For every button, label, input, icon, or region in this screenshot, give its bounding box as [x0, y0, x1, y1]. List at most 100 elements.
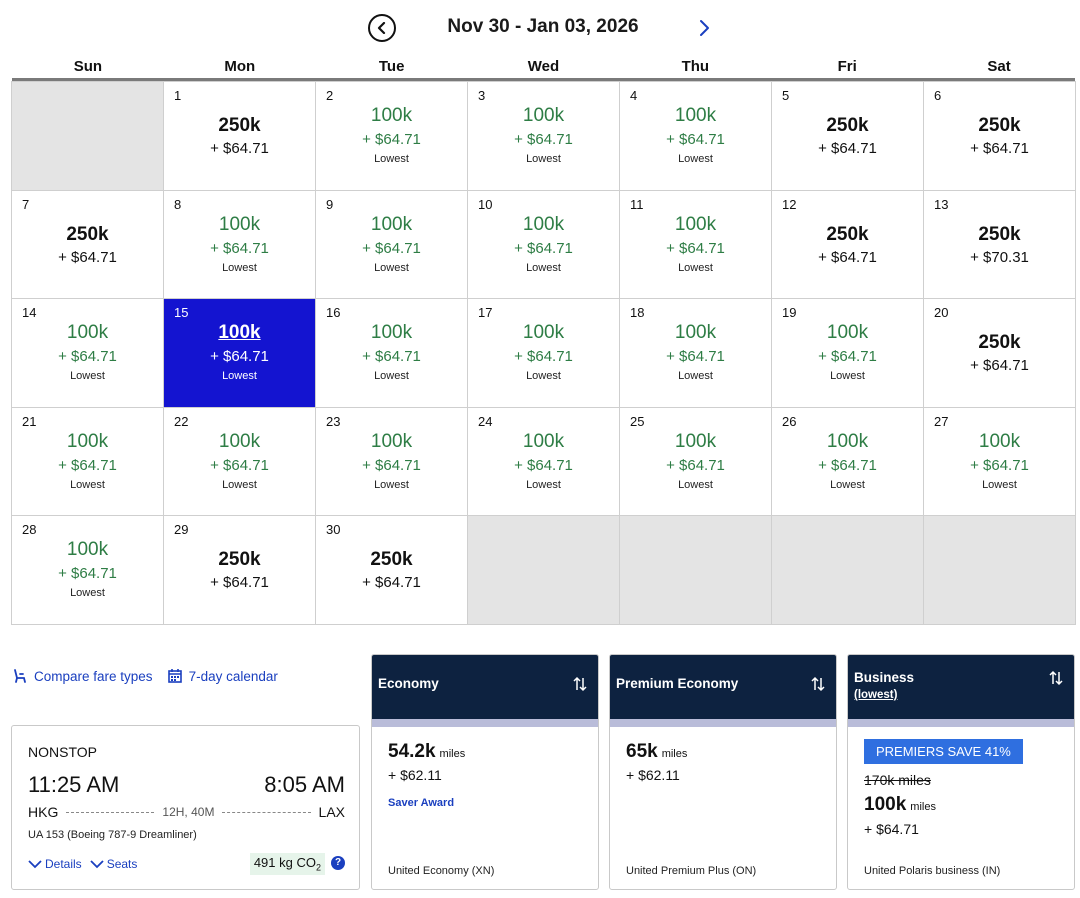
sort-icon: [811, 676, 825, 692]
day-miles: 250k: [978, 223, 1021, 245]
calendar-empty-cell: [468, 516, 620, 625]
day-number: 20: [934, 305, 949, 321]
calendar-day-cell[interactable]: 25 100k + $64.71 Lowest: [620, 407, 772, 517]
date-range-title: Nov 30 - Jan 03, 2026: [447, 16, 639, 37]
lowest-label: Lowest: [374, 478, 409, 491]
fare-column-business[interactable]: Business (lowest) PREMIERS SAVE 41% 170k…: [847, 654, 1075, 890]
calendar-day-cell[interactable]: 27 100k + $64.71 Lowest: [924, 407, 1076, 517]
day-miles: 250k: [218, 549, 261, 571]
seats-toggle[interactable]: Seats: [90, 857, 138, 871]
calendar-day-cell[interactable]: 29 250k + $64.71: [164, 516, 316, 625]
day-cash: + $64.71: [210, 239, 269, 257]
fare-miles-unit: miles: [910, 801, 936, 813]
fare-header-business[interactable]: Business (lowest): [848, 655, 1074, 719]
calendar-day-cell[interactable]: 10 100k + $64.71 Lowest: [468, 190, 620, 300]
co2-emissions: 491 kg CO2: [249, 853, 325, 875]
lowest-label: Lowest: [70, 587, 105, 600]
help-icon[interactable]: ?: [331, 856, 345, 870]
day-number: 1: [174, 88, 182, 103]
calendar-day-cell[interactable]: 12 250k + $64.71: [772, 190, 924, 300]
day-cash: + $64.71: [362, 348, 421, 366]
chevron-left-icon: [377, 22, 386, 34]
calendar-day-cell[interactable]: 28 100k + $64.71 Lowest: [12, 516, 164, 625]
origin-airport: HKG: [28, 804, 59, 820]
seven-day-calendar-link[interactable]: 7-day calendar: [167, 668, 278, 684]
day-miles: 100k: [370, 430, 413, 452]
day-number: 24: [478, 413, 493, 429]
lowest-label: Lowest: [70, 478, 105, 491]
calendar-day-cell[interactable]: 8 100k + $64.71 Lowest: [164, 190, 316, 300]
chevron-right-icon: [700, 20, 709, 36]
day-number: 29: [174, 522, 189, 538]
calendar-empty-cell: [924, 516, 1076, 625]
calendar-day-cell[interactable]: 30 250k + $64.71: [316, 516, 468, 625]
calendar-day-cell[interactable]: 9 100k + $64.71 Lowest: [316, 190, 468, 300]
fare-miles-value: 65k: [626, 741, 658, 762]
calendar-day-cell[interactable]: 24 100k + $64.71 Lowest: [468, 407, 620, 517]
day-cash: + $64.71: [362, 456, 421, 474]
weekday-label: Thu: [681, 58, 710, 75]
day-cash: + $64.71: [514, 456, 573, 474]
calendar-day-cell[interactable]: 6 250k + $64.71: [924, 82, 1076, 191]
day-miles: 250k: [826, 223, 869, 245]
day-miles: 100k: [522, 322, 565, 344]
co2-subscript: 2: [315, 862, 321, 873]
fare-code: United Polaris business (IN): [864, 865, 1001, 877]
compare-fare-types-link[interactable]: Compare fare types: [12, 668, 153, 684]
day-miles: 100k: [674, 322, 717, 344]
calendar-day-cell[interactable]: 19 100k + $64.71 Lowest: [772, 299, 924, 408]
day-miles: 100k: [66, 322, 109, 344]
calendar-day-cell[interactable]: 3 100k + $64.71 Lowest: [468, 82, 620, 191]
day-number: 22: [174, 413, 189, 429]
calendar-day-cell[interactable]: 14 100k + $64.71 Lowest: [12, 299, 164, 408]
details-toggle[interactable]: Details: [28, 857, 82, 871]
calendar-day-cell[interactable]: 16 100k + $64.71 Lowest: [316, 299, 468, 408]
seats-label: Seats: [106, 857, 138, 871]
calendar-day-cell[interactable]: 18 100k + $64.71 Lowest: [620, 299, 772, 408]
calendar-day-cell[interactable]: 15 100k + $64.71 Lowest: [164, 299, 316, 408]
calendar-day-cell[interactable]: 4 100k + $64.71 Lowest: [620, 82, 772, 191]
calendar-day-cell[interactable]: 2 100k + $64.71 Lowest: [316, 82, 468, 191]
saver-award-tag: Saver Award: [388, 797, 455, 809]
fare-column-premium-economy[interactable]: Premium Economy 65k miles + $62.11 United…: [609, 654, 837, 890]
fare-header-economy[interactable]: Economy: [372, 655, 598, 719]
day-number: 27: [934, 413, 949, 429]
calendar-header: Nov 30 - Jan 03, 2026: [0, 12, 1080, 44]
previous-month-button[interactable]: [368, 14, 396, 42]
calendar-day-cell[interactable]: 7 250k + $64.71: [12, 190, 164, 300]
next-month-button[interactable]: [694, 16, 714, 40]
calendar-day-cell[interactable]: 23 100k + $64.71 Lowest: [316, 407, 468, 517]
calendar-day-cell[interactable]: 20 250k + $64.71: [924, 299, 1076, 408]
calendar-day-cell[interactable]: 17 100k + $64.71 Lowest: [468, 299, 620, 408]
fare-subtitle[interactable]: (lowest): [854, 689, 898, 701]
day-miles: 100k: [674, 105, 717, 126]
fare-miles-value: 54.2k: [388, 741, 436, 762]
day-cash: + $64.71: [818, 248, 877, 266]
calendar-day-cell[interactable]: 11 100k + $64.71 Lowest: [620, 190, 772, 300]
sort-icon: [1049, 670, 1063, 686]
day-miles: 100k: [826, 322, 869, 344]
fare-column-economy[interactable]: Economy 54.2k miles + $62.11 Saver Award …: [371, 654, 599, 890]
day-cash: + $64.71: [818, 140, 877, 157]
day-cash: + $64.71: [666, 239, 725, 257]
calendar-day-cell[interactable]: 22 100k + $64.71 Lowest: [164, 407, 316, 517]
calendar-day-cell[interactable]: 13 250k + $70.31: [924, 190, 1076, 300]
calendar-day-cell[interactable]: 5 250k + $64.71: [772, 82, 924, 191]
day-number: 19: [782, 305, 797, 321]
calendar-day-cell[interactable]: 21 100k + $64.71 Lowest: [12, 407, 164, 517]
fare-cash: + $62.11: [626, 767, 680, 783]
calendar-day-cell[interactable]: 26 100k + $64.71 Lowest: [772, 407, 924, 517]
calendar-empty-cell: [620, 516, 772, 625]
fare-code: United Premium Plus (ON): [626, 865, 757, 877]
lowest-label: Lowest: [526, 261, 561, 274]
day-number: 18: [630, 305, 645, 321]
weekday-label: Sun: [73, 58, 103, 75]
fare-header-premium-economy[interactable]: Premium Economy: [610, 655, 836, 719]
day-miles: 100k: [218, 430, 261, 452]
fare-miles-unit: miles: [661, 748, 688, 760]
calendar-day-cell[interactable]: 1 250k + $64.71: [164, 82, 316, 191]
weekday-divider: [12, 78, 1075, 81]
flight-card: NONSTOP 11:25 AM 8:05 AM HKG 12H, 40M LA…: [11, 725, 360, 890]
lowest-label: Lowest: [70, 370, 105, 383]
day-miles: 100k: [522, 105, 565, 126]
